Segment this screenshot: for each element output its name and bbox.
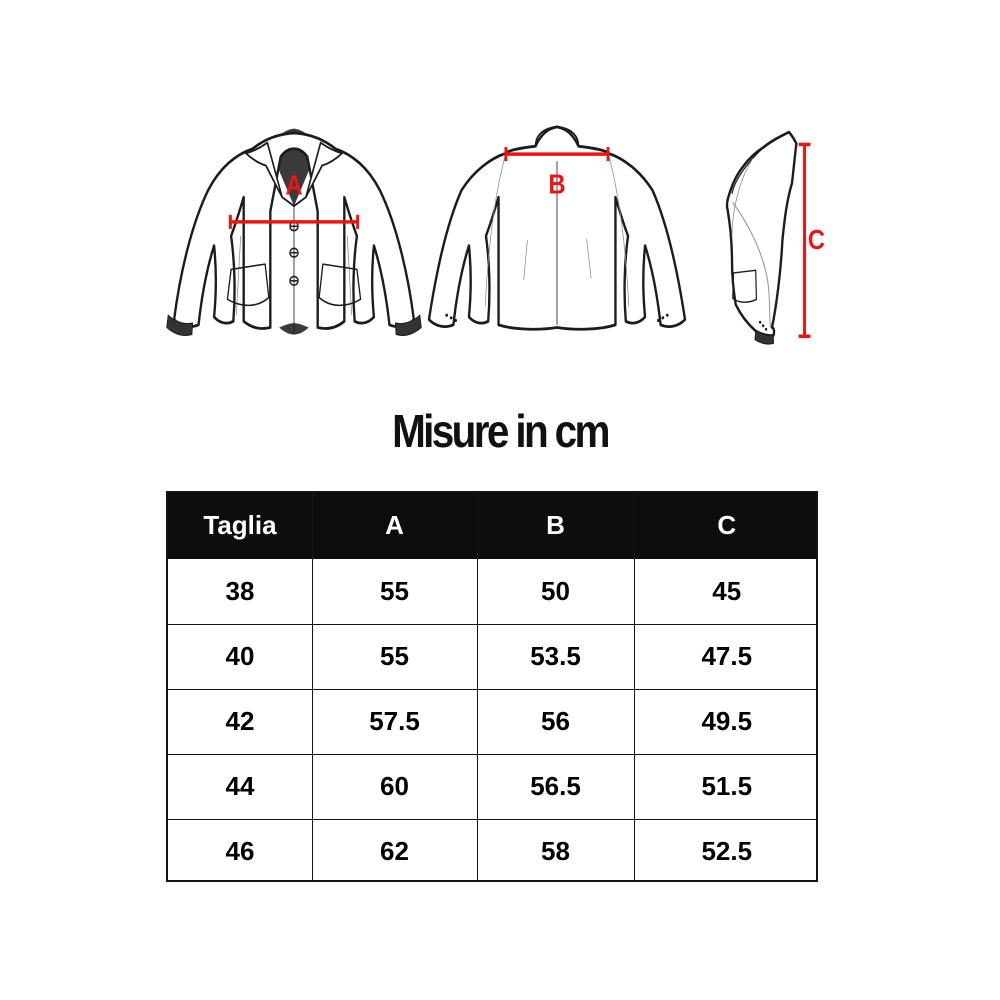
svg-text:A: A	[285, 169, 302, 201]
svg-text:C: C	[808, 223, 825, 255]
svg-text:B: B	[548, 168, 565, 200]
